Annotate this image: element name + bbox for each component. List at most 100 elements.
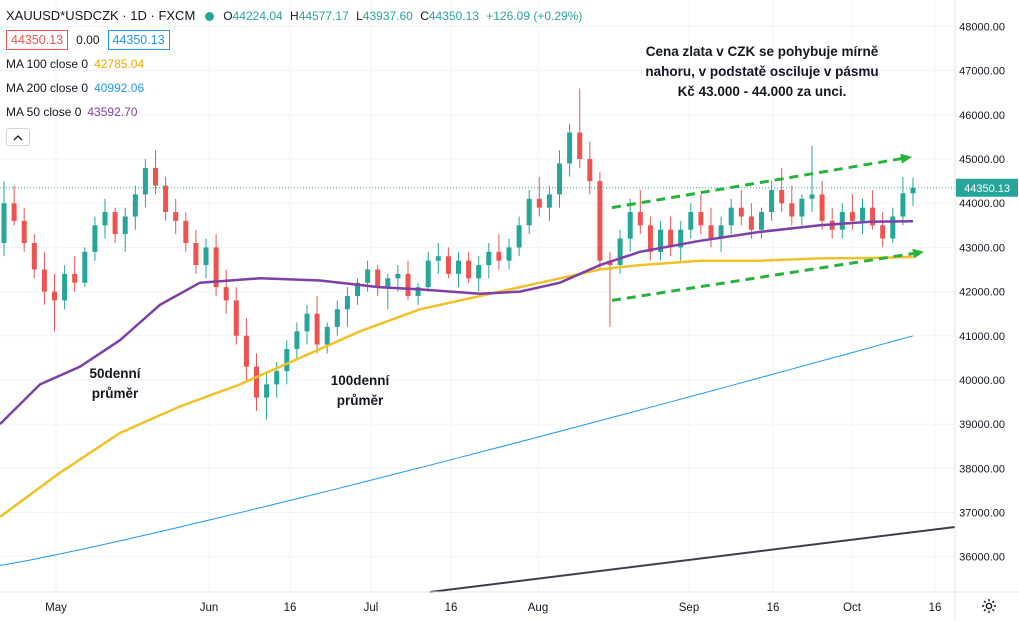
- candle-body: [163, 185, 169, 213]
- candle-body: [52, 291, 57, 301]
- candle-body: [132, 194, 138, 217]
- symbol-separator: ·: [146, 8, 159, 23]
- candle-body: [62, 273, 68, 301]
- open-value: 44224.04: [232, 9, 283, 23]
- time-tick-label: Oct: [843, 602, 862, 614]
- time-tick-label: Sep: [679, 602, 699, 614]
- candle-body: [516, 225, 522, 248]
- candle-body: [718, 225, 724, 239]
- candle-body: [142, 167, 148, 195]
- candle-body: [587, 159, 593, 182]
- candle-body: [486, 251, 492, 266]
- candle-body: [324, 326, 330, 345]
- candle-body: [11, 203, 17, 221]
- buy-price-button[interactable]: 44350.13: [107, 30, 170, 50]
- candle-body: [809, 194, 815, 199]
- candle-body: [849, 212, 855, 221]
- candle-body: [668, 229, 674, 248]
- candle-body: [506, 247, 512, 261]
- candle-body: [647, 225, 653, 252]
- channel-lower-arrow-head: [912, 248, 924, 259]
- candle-body: [334, 309, 340, 327]
- source-label: FXCM: [158, 8, 196, 23]
- indicator-label: MA 50 close 0: [6, 105, 82, 119]
- candle-body: [193, 242, 199, 266]
- indicator-row-ma100[interactable]: MA 100 close 0 42785.04: [6, 52, 586, 76]
- interval-label[interactable]: 1D: [130, 8, 147, 23]
- candle-body: [567, 132, 573, 164]
- candle-body: [708, 225, 714, 239]
- candle-body: [264, 384, 270, 398]
- market-status-icon: [205, 11, 215, 21]
- candle-body: [860, 207, 865, 221]
- candle-body: [880, 225, 886, 239]
- price-tick-label: 43000.00: [959, 242, 1005, 254]
- candle-body: [799, 198, 805, 217]
- candle-body: [1, 203, 7, 243]
- price-tick-label: 37000.00: [959, 507, 1005, 519]
- close-label: C: [420, 9, 429, 23]
- candle-body: [890, 216, 896, 239]
- candle-body: [769, 189, 775, 213]
- candle-body: [819, 194, 825, 221]
- candle-body: [526, 198, 532, 226]
- high-value: 44577.17: [298, 9, 349, 23]
- candle-body: [445, 256, 451, 274]
- price-tick-label: 42000.00: [959, 287, 1005, 299]
- low-label: L: [356, 9, 363, 23]
- indicator-label: MA 200 close 0: [6, 81, 89, 95]
- candle-body: [900, 193, 906, 217]
- last-price-badge: [956, 178, 1018, 197]
- candle-body: [456, 260, 461, 274]
- candle-body: [759, 212, 764, 230]
- time-tick-label: Aug: [528, 602, 548, 614]
- price-tick-label: 41000.00: [959, 331, 1005, 343]
- candle-body: [183, 220, 189, 243]
- indicator-label: MA 100 close 0: [6, 57, 89, 71]
- candle-body: [779, 189, 785, 204]
- candle-body: [304, 313, 310, 332]
- candle-body: [92, 225, 98, 252]
- candle-body: [789, 203, 795, 217]
- candle-body: [21, 220, 27, 243]
- candle-body: [415, 287, 421, 296]
- channel-upper-arrow: [611, 156, 905, 210]
- candle-body: [910, 187, 916, 194]
- annotation-main-note: Cena zlata v CZK se pohybuje mírně: [646, 44, 879, 59]
- long-trend-line: [429, 526, 956, 593]
- symbol-label[interactable]: XAUUSD*USDCZK: [6, 8, 119, 23]
- indicator-row-ma200[interactable]: MA 200 close 0 40992.06: [6, 76, 586, 100]
- price-tick-label: 48000.00: [959, 22, 1005, 34]
- indicator-value: 43592.70: [87, 105, 138, 119]
- candle-body: [375, 269, 381, 288]
- bid-ask-row: 44350.13 0.00 44350.13: [6, 28, 586, 52]
- gear-icon[interactable]: [981, 598, 997, 619]
- time-tick-label: May: [45, 602, 67, 614]
- candle-body: [72, 273, 78, 283]
- annotation-main-note: nahoru, v podstatě osciluje v pásmu: [645, 64, 878, 79]
- candle-body: [496, 251, 502, 261]
- time-tick-label: Jul: [364, 602, 379, 614]
- ma100-line: [0, 255, 914, 518]
- time-tick-label: 16: [929, 602, 942, 614]
- price-axis: [955, 0, 1019, 621]
- sell-price-button[interactable]: 44350.13: [6, 30, 69, 50]
- candle-body: [365, 269, 371, 283]
- change-value: +126.09 (+0.29%): [486, 9, 583, 23]
- chart-legend: XAUUSD*USDCZK · 1D · FXCM O44224.04 H445…: [6, 4, 586, 146]
- candle-body: [577, 132, 583, 160]
- candle-body: [355, 282, 360, 296]
- candle-body: [627, 212, 633, 239]
- candle-body: [243, 335, 249, 367]
- candle-body: [294, 331, 300, 350]
- candle-body: [41, 269, 47, 292]
- candle-body: [223, 287, 229, 301]
- candle-body: [203, 247, 209, 266]
- collapse-legend-button[interactable]: [6, 128, 30, 146]
- time-tick-label: 16: [445, 602, 458, 614]
- candle-body: [557, 163, 562, 195]
- candle-body: [546, 194, 552, 208]
- price-tick-label: 47000.00: [959, 66, 1005, 78]
- indicator-row-ma50[interactable]: MA 50 close 0 43592.70: [6, 100, 586, 124]
